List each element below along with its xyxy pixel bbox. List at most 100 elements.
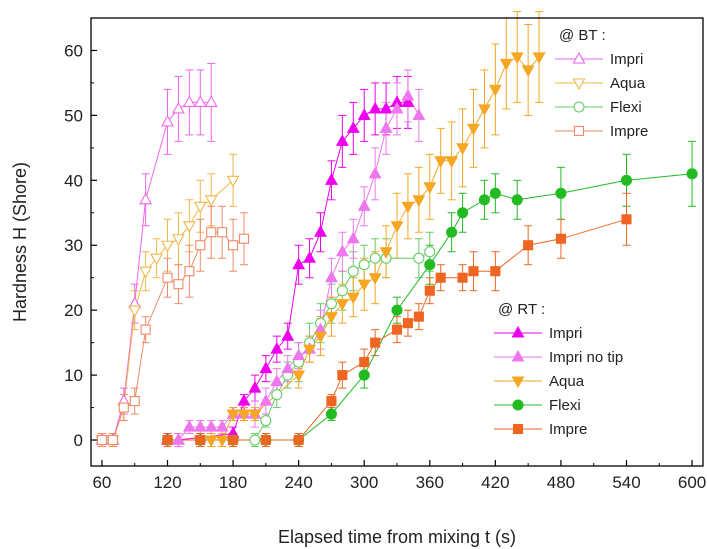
series-line (101, 101, 212, 441)
data-point (489, 187, 501, 199)
y-tick-label: 0 (74, 431, 83, 450)
legend-entry: Flexi (610, 99, 642, 116)
data-point (259, 393, 273, 406)
y-axis-label: Hardness H (Shore) (10, 162, 30, 322)
data-point (390, 101, 404, 114)
data-point (424, 259, 436, 271)
data-point (477, 104, 491, 117)
data-point (412, 195, 426, 207)
y-tick-label: 60 (64, 41, 83, 60)
x-tick-label: 180 (219, 473, 247, 492)
data-point (171, 101, 185, 114)
x-tick-label: 60 (92, 473, 111, 492)
data-point (226, 175, 240, 188)
data-point (621, 214, 632, 225)
data-point (370, 337, 381, 348)
data-point (204, 419, 218, 432)
data-point (195, 240, 206, 251)
y-tick-label: 40 (64, 171, 83, 190)
data-point (182, 95, 196, 107)
data-point (204, 95, 218, 107)
data-point (413, 311, 424, 322)
data-point (161, 240, 174, 253)
data-point (259, 361, 273, 374)
data-point (499, 58, 513, 71)
data-point (346, 121, 360, 133)
legend-entry: Flexi (549, 397, 581, 414)
legend-marker (511, 325, 525, 338)
data-point (336, 285, 348, 297)
data-point (368, 166, 382, 179)
data-point (292, 370, 306, 383)
legend-entry: Impri no tip (549, 349, 623, 366)
data-point (434, 156, 448, 168)
data-point (510, 52, 524, 65)
data-point (532, 52, 546, 65)
data-point (523, 240, 534, 251)
data-point (292, 348, 306, 361)
data-point (325, 408, 337, 420)
legend-entry: Impri (610, 51, 643, 68)
data-point (270, 341, 284, 354)
legend-marker (511, 376, 525, 389)
data-point (193, 95, 207, 107)
data-point (478, 194, 490, 206)
data-point (260, 415, 272, 427)
data-point (379, 247, 393, 259)
data-point (358, 259, 370, 271)
data-point (359, 357, 370, 368)
data-point (270, 374, 284, 387)
data-point (490, 266, 501, 277)
data-point (215, 419, 229, 432)
data-point (511, 194, 523, 206)
data-point (303, 251, 317, 263)
data-point (303, 344, 317, 357)
data-point (128, 305, 142, 318)
data-point (346, 292, 360, 305)
data-point (435, 272, 446, 283)
y-tick-label: 30 (64, 236, 83, 255)
data-point (173, 279, 184, 290)
data-point (293, 434, 304, 446)
data-point (555, 233, 566, 244)
data-point (215, 435, 229, 448)
data-point (413, 252, 425, 264)
x-tick-label: 360 (416, 473, 444, 492)
data-point (401, 88, 415, 101)
data-point (555, 187, 567, 199)
legend-marker (572, 51, 586, 64)
data-point (446, 226, 458, 238)
data-point (325, 298, 337, 310)
data-point (171, 432, 185, 445)
data-point (346, 231, 360, 244)
data-point (368, 273, 382, 285)
data-point (228, 434, 239, 446)
data-points (95, 52, 698, 448)
axis-ticks: 60 120 180 240 300 360 420 480 540 600 0 10 20 30 40 50… (64, 17, 706, 492)
data-point (249, 434, 261, 446)
data-point (314, 331, 327, 344)
data-point (457, 207, 469, 219)
data-point (347, 265, 359, 277)
data-point (182, 221, 196, 233)
x-tick-label: 600 (678, 473, 706, 492)
legend-entry: Aqua (549, 373, 585, 390)
data-point (182, 419, 196, 432)
legend-marker (572, 78, 586, 91)
data-point (118, 402, 129, 413)
data-point (292, 257, 306, 270)
data-point (171, 234, 185, 246)
data-point (357, 108, 371, 120)
data-point (401, 95, 415, 107)
data-point (357, 279, 371, 292)
data-point (401, 201, 415, 214)
data-point (324, 312, 338, 324)
data-point (162, 434, 173, 446)
legend-marker (512, 423, 524, 435)
x-tick-label: 120 (153, 473, 181, 492)
y-tick-label: 20 (64, 301, 83, 320)
data-point (228, 240, 239, 251)
data-point (150, 253, 164, 266)
data-point (391, 304, 403, 316)
x-tick-label: 540 (612, 473, 640, 492)
